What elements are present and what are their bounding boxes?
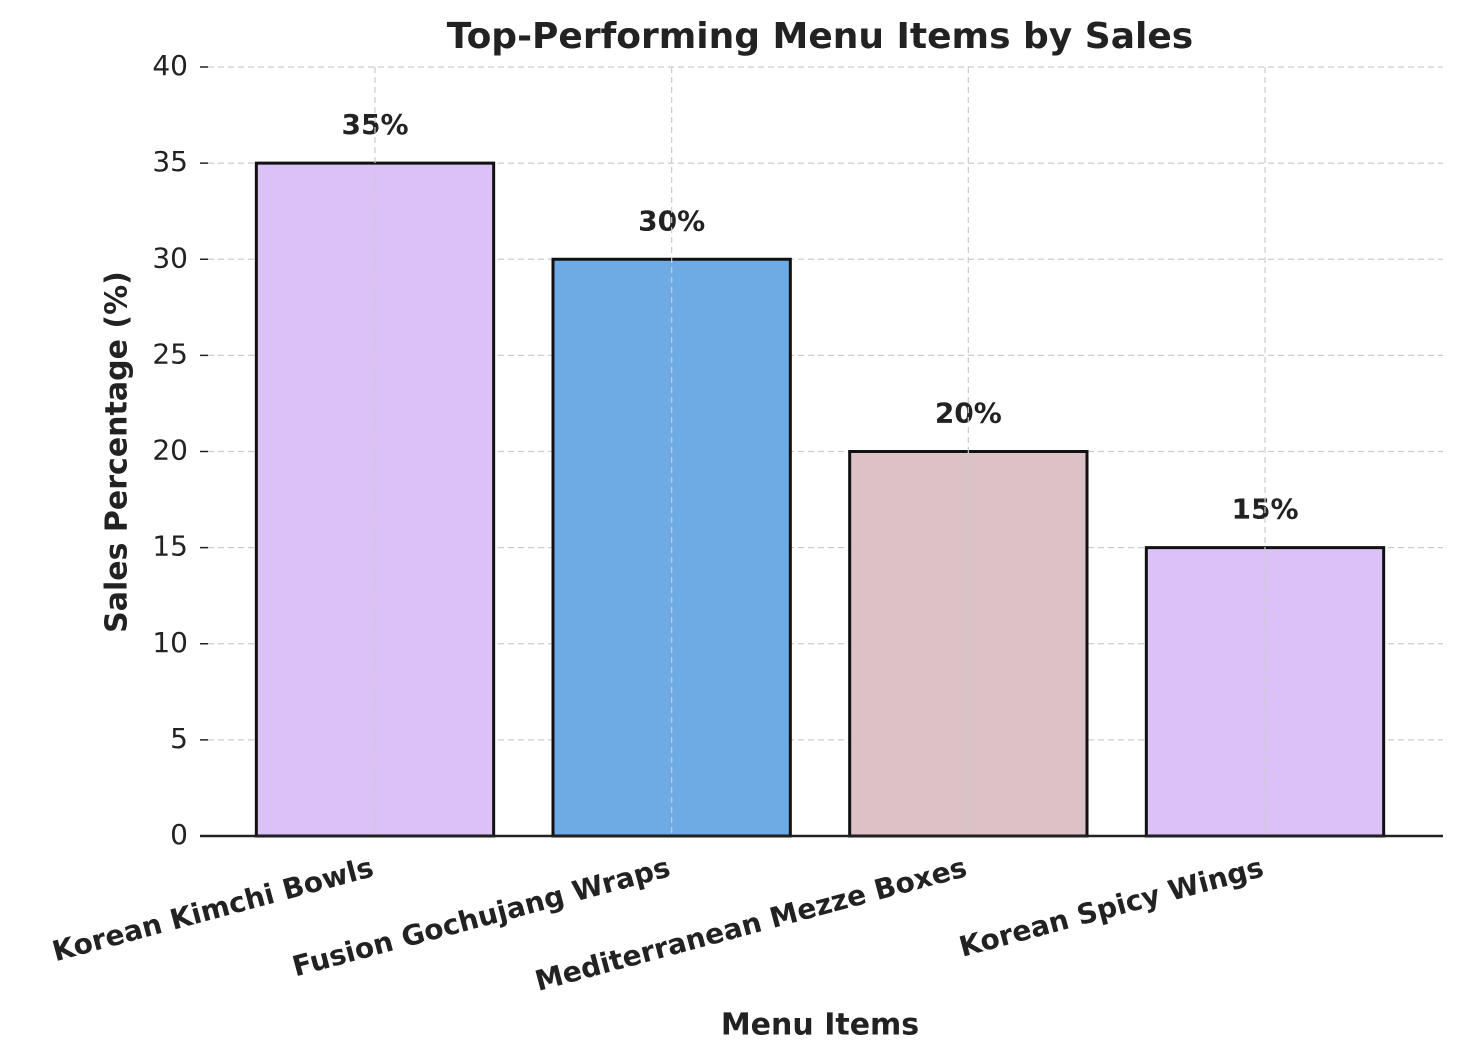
- y-tick-label: 5: [170, 722, 188, 755]
- chart-title: Top-Performing Menu Items by Sales: [447, 16, 1193, 57]
- x-axis-label: Menu Items: [721, 1008, 919, 1043]
- y-tick-label: 0: [170, 818, 188, 851]
- y-axis-label: Sales Percentage (%): [100, 271, 135, 633]
- y-tick-label: 30: [152, 241, 188, 274]
- y-tick-label: 35: [152, 145, 188, 178]
- y-tick-label: 15: [152, 530, 188, 563]
- y-tick-label: 10: [152, 626, 188, 659]
- y-tick-label: 40: [152, 49, 188, 82]
- x-tick-label: Korean Spicy Wings: [956, 851, 1267, 964]
- y-tick-label: 20: [152, 434, 188, 467]
- y-tick-label: 25: [152, 337, 188, 370]
- value-label: 35%: [341, 108, 408, 141]
